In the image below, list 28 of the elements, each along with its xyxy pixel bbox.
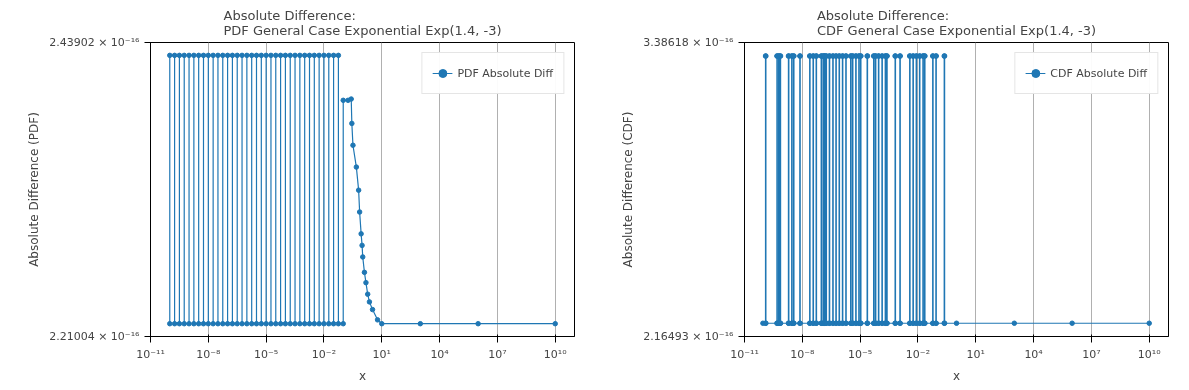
x-axis-title: x [358,368,367,383]
x-tick-label: 10¹ [372,347,391,361]
legend-label: PDF Absolute Diff [457,66,553,80]
y-tick-label: 2.43902 × 10⁻¹⁶ [49,36,141,49]
x-tick-label: 10⁴ [1024,347,1044,361]
y-tick-label: 3.38618 × 10⁻¹⁶ [643,36,735,49]
x-tick-label: 10⁻² [311,347,337,361]
x-tick-label: 10¹⁰ [543,347,568,361]
y-axis-title: Absolute Difference (PDF) [27,112,42,267]
chart-title: Absolute Difference: PDF General Case Exponential Exp(1.4, -3) [223,7,502,38]
x-tick-label: 10⁻⁸ [196,347,222,361]
legend-label: CDF Absolute Diff [1050,66,1147,80]
x-tick-label: 10¹⁰ [1137,347,1162,361]
x-tick-label: 10⁷ [488,347,507,361]
y-axis-title: Absolute Difference (CDF) [621,111,636,268]
x-tick-label: 10¹ [966,347,985,361]
x-tick-label: 10⁻⁵ [848,347,873,361]
x-tick-label: 10⁷ [1082,347,1101,361]
y-tick-label: 2.16493 × 10⁻¹⁶ [643,330,735,343]
y-tick-label: 2.21004 × 10⁻¹⁶ [49,330,141,343]
x-tick-label: 10⁻⁸ [790,347,816,361]
x-tick-label: 10⁴ [430,347,450,361]
x-axis-title: x [952,368,961,383]
chart-title: Absolute Difference: CDF General Case Exponential Exp(1.4, -3) [816,7,1097,38]
x-tick-label: 10⁻¹¹ [136,347,165,361]
x-tick-label: 10⁻² [905,347,931,361]
x-tick-label: 10⁻⁵ [254,347,279,361]
x-tick-label: 10⁻¹¹ [730,347,759,361]
